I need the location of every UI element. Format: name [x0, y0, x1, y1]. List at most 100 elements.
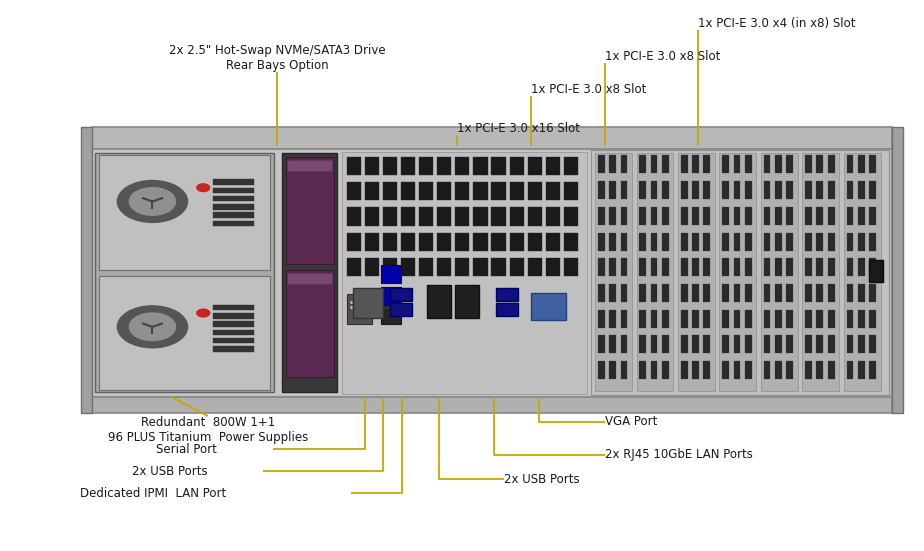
- Bar: [383, 208, 397, 225]
- Bar: [528, 157, 541, 175]
- Bar: [381, 308, 401, 325]
- Bar: [692, 284, 699, 302]
- Bar: [650, 207, 658, 225]
- Bar: [828, 207, 834, 225]
- Bar: [419, 182, 433, 201]
- Bar: [609, 310, 616, 328]
- Bar: [287, 273, 332, 284]
- Bar: [92, 149, 892, 397]
- Bar: [763, 310, 771, 328]
- Bar: [401, 182, 415, 201]
- Bar: [763, 233, 771, 251]
- Bar: [427, 285, 451, 318]
- Bar: [703, 361, 711, 379]
- Bar: [650, 310, 658, 328]
- Bar: [437, 208, 451, 225]
- Bar: [857, 336, 865, 353]
- Bar: [786, 155, 793, 174]
- Bar: [745, 361, 752, 379]
- Bar: [828, 336, 834, 353]
- Bar: [456, 208, 469, 225]
- Bar: [546, 258, 560, 276]
- Bar: [805, 233, 812, 251]
- Bar: [723, 258, 729, 276]
- Bar: [869, 310, 876, 328]
- Bar: [650, 155, 658, 174]
- Bar: [723, 361, 729, 379]
- Bar: [621, 284, 627, 302]
- Bar: [621, 310, 627, 328]
- Bar: [598, 155, 604, 174]
- Bar: [681, 310, 687, 328]
- Bar: [805, 284, 812, 302]
- Bar: [857, 181, 865, 199]
- Bar: [564, 233, 578, 251]
- Bar: [846, 310, 854, 328]
- Bar: [609, 207, 616, 225]
- Bar: [817, 336, 823, 353]
- Bar: [692, 155, 699, 174]
- Bar: [857, 361, 865, 379]
- Bar: [805, 207, 812, 225]
- Bar: [662, 155, 669, 174]
- Bar: [723, 310, 729, 328]
- Bar: [763, 361, 771, 379]
- Bar: [546, 233, 560, 251]
- Bar: [786, 361, 793, 379]
- Bar: [775, 155, 782, 174]
- Bar: [662, 284, 669, 302]
- Bar: [510, 233, 524, 251]
- Bar: [609, 284, 616, 302]
- Bar: [609, 361, 616, 379]
- Bar: [455, 285, 479, 318]
- Bar: [213, 213, 254, 218]
- Bar: [365, 208, 379, 225]
- Bar: [383, 182, 397, 201]
- Bar: [817, 284, 823, 302]
- Bar: [564, 182, 578, 201]
- Bar: [365, 233, 379, 251]
- Bar: [703, 233, 711, 251]
- Bar: [662, 207, 669, 225]
- Bar: [692, 361, 699, 379]
- Bar: [805, 336, 812, 353]
- Bar: [786, 181, 793, 199]
- Bar: [703, 207, 711, 225]
- Bar: [492, 157, 505, 175]
- Bar: [734, 181, 740, 199]
- Bar: [745, 284, 752, 302]
- Bar: [763, 155, 771, 174]
- Bar: [775, 258, 782, 276]
- Bar: [564, 258, 578, 276]
- Bar: [546, 208, 560, 225]
- Bar: [365, 258, 379, 276]
- Bar: [681, 361, 687, 379]
- Bar: [846, 207, 854, 225]
- Bar: [828, 284, 834, 302]
- Text: 2x RJ45 10GbE LAN Ports: 2x RJ45 10GbE LAN Ports: [605, 448, 753, 461]
- Bar: [846, 336, 854, 353]
- Bar: [734, 336, 740, 353]
- Bar: [692, 310, 699, 328]
- Bar: [456, 157, 469, 175]
- Bar: [692, 336, 699, 353]
- Bar: [598, 336, 604, 353]
- Bar: [510, 182, 524, 201]
- Bar: [745, 233, 752, 251]
- Bar: [786, 310, 793, 328]
- Bar: [745, 207, 752, 225]
- Text: Redundant  800W 1+1
96 PLUS Titanium  Power Supplies: Redundant 800W 1+1 96 PLUS Titanium Powe…: [108, 416, 308, 444]
- Bar: [869, 336, 876, 353]
- Bar: [775, 361, 782, 379]
- Bar: [637, 153, 674, 391]
- Bar: [401, 208, 415, 225]
- Bar: [869, 155, 876, 174]
- Bar: [745, 310, 752, 328]
- Bar: [286, 270, 334, 377]
- Bar: [763, 336, 771, 353]
- Bar: [456, 258, 469, 276]
- Text: 1x PCI-E 3.0 x16 Slot: 1x PCI-E 3.0 x16 Slot: [457, 122, 580, 135]
- Bar: [846, 284, 854, 302]
- Circle shape: [129, 188, 176, 215]
- Bar: [805, 181, 812, 199]
